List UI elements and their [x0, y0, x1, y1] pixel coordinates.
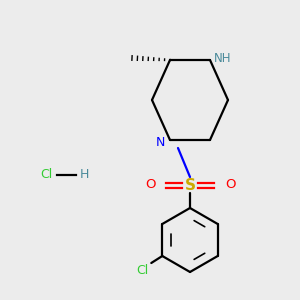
Text: O: O [145, 178, 155, 191]
Text: Cl: Cl [40, 169, 52, 182]
Text: N: N [156, 136, 165, 148]
Text: Cl: Cl [136, 263, 148, 277]
Text: H: H [80, 169, 89, 182]
Text: NH: NH [214, 52, 232, 64]
Text: S: S [184, 178, 196, 193]
Text: O: O [225, 178, 235, 191]
